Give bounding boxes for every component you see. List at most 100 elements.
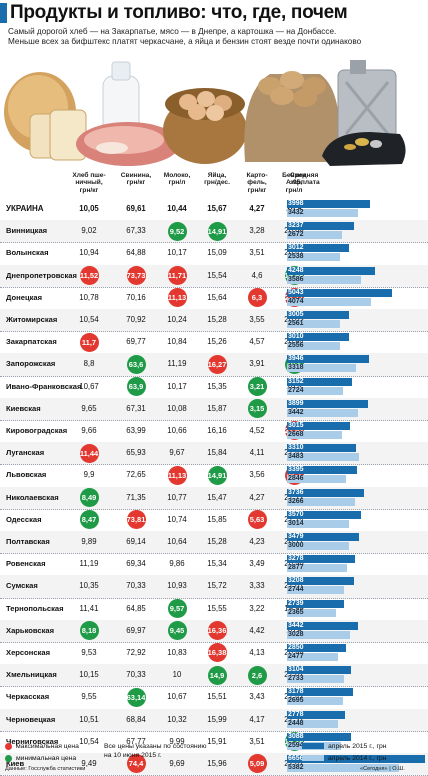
- cell-eggs: 15,51: [195, 686, 239, 708]
- value-milk: 9,57: [167, 599, 187, 619]
- value-eggs: 15,47: [207, 492, 227, 502]
- salary-2014-bar: [287, 630, 350, 639]
- value-petrol: 21,01: [284, 670, 304, 679]
- salary-2015-value: 6656: [288, 755, 304, 762]
- cell-petrol: 21,32: [276, 709, 312, 731]
- cell-milk: 10,83: [158, 642, 196, 664]
- salary-2015-bar: [287, 200, 370, 208]
- cell-bread: 11,41: [66, 598, 112, 620]
- salary-2015-value: 3208: [288, 577, 304, 585]
- cell-pork: 70,92: [112, 309, 160, 331]
- salary-2015-value: 3479: [288, 533, 304, 540]
- value-bread: 11,19: [79, 559, 99, 569]
- salary-2014-bar: [287, 431, 342, 439]
- salary-2014-value: 3266: [288, 497, 304, 505]
- region-name: Одесская: [6, 514, 42, 524]
- table-row: Полтавская 9,89 69,14 10,64 15,28 4,23 20,1734…: [0, 531, 428, 555]
- salary-bars: 3946 3318: [287, 353, 427, 375]
- salary-2015-value: 2778: [288, 710, 304, 718]
- value-milk: 10,44: [167, 204, 187, 213]
- value-potato: 3,56: [249, 470, 265, 480]
- cell-potato: 4,6: [237, 265, 277, 287]
- cell-eggs: 15,34: [195, 553, 239, 575]
- cell-pork: 72,92: [112, 642, 160, 664]
- salary-2015-value: 3012: [288, 244, 304, 252]
- cell-potato-max-price: 5,63: [237, 509, 277, 531]
- cell-pork: 69,34: [112, 553, 160, 575]
- value-bread: 9,66: [81, 426, 97, 435]
- salary-2014-value: 2448: [288, 719, 304, 727]
- salary-2015-bar: [287, 399, 368, 408]
- value-pork: 69,34: [126, 559, 146, 569]
- salary-2015-bar: [287, 288, 392, 297]
- date-note-line-1: Все цены указаны по состоянию: [104, 743, 207, 750]
- cell-milk: 9,99: [158, 731, 196, 753]
- salary-bars: 3570 3014: [287, 509, 427, 531]
- region-name: Черниговская: [6, 736, 59, 746]
- page-title: Продукты и топливо: что, где, почем: [10, 2, 348, 23]
- value-potato: 4,57: [249, 337, 265, 347]
- cell-milk: 10,24: [158, 309, 196, 331]
- value-bread: 11,52: [79, 266, 99, 286]
- region-name: Харьковская: [6, 625, 55, 635]
- cell-pork: 69,97: [112, 620, 160, 642]
- legend-max-label: максимальная цена: [16, 743, 79, 750]
- value-milk: 10,66: [167, 426, 187, 435]
- table-row: Житомирская 10,54 70,92 10,24 15,28 3,55 20,03…: [0, 309, 428, 333]
- cell-eggs: 15,72: [195, 575, 239, 597]
- salary-2015-bar: [287, 533, 359, 541]
- table-row: УКРАИНА10,0569,6110,4415,674,2720,939983…: [0, 198, 428, 222]
- value-bread: 10,51: [79, 714, 99, 724]
- salary-2014-bar: [287, 364, 356, 373]
- cell-pork-min-price: 63,6: [112, 353, 160, 375]
- salary-2015-value: 3015: [288, 422, 304, 429]
- salary-2014-value: 2744: [288, 586, 304, 594]
- value-bread: 8,8: [83, 359, 95, 369]
- salary-2014-value: 2724: [288, 386, 304, 394]
- salary-2015-value: 5043: [288, 288, 304, 296]
- cell-petrol: 21,24: [276, 509, 312, 531]
- cell-potato: 3,51: [237, 731, 277, 753]
- value-petrol: 20,56: [284, 559, 304, 568]
- value-pork: 72,65: [126, 470, 146, 480]
- salary-2014-value: 2477: [288, 653, 304, 660]
- pork-image: [76, 122, 180, 166]
- value-potato: 3,15: [247, 399, 267, 419]
- salary-bars: 2739 2365: [287, 598, 427, 620]
- region-name: Ивано-Франковская: [6, 381, 82, 391]
- cell-potato: 3,22: [237, 598, 277, 620]
- value-milk: 10,74: [167, 514, 187, 524]
- cell-potato-min-price: 2,6: [237, 664, 277, 686]
- cell-eggs: 15,28: [195, 531, 239, 553]
- salary-2014-value: 2556: [288, 342, 304, 350]
- cell-eggs: 15,54: [195, 265, 239, 287]
- cell-pork: 68,84: [112, 709, 160, 731]
- bread-image: [4, 72, 87, 161]
- salary-2015-value: 2739: [288, 599, 304, 607]
- value-petrol: 21,01: [284, 581, 304, 590]
- salary-bars: 3010 2556: [287, 331, 427, 353]
- value-pork: 74,4: [126, 754, 146, 774]
- salary-2015-value: 3570: [288, 510, 304, 518]
- table-row: Луганская 11,44 65,93 9,67 15,84 4,11 21,47331…: [0, 442, 428, 466]
- salary-2014-value: 2695: [288, 697, 304, 705]
- cell-bread: 10,94: [66, 242, 112, 264]
- value-potato: 4,17: [249, 714, 265, 724]
- value-pork: 70,33: [126, 670, 146, 680]
- table-row: Киевская 9,65 67,31 10,08 15,87 3,15 213899344…: [0, 397, 428, 421]
- value-eggs: 15,51: [207, 692, 227, 702]
- value-eggs: 16,38: [207, 643, 227, 663]
- value-petrol: 19,99: [284, 604, 304, 613]
- salary-2014-bar: [287, 719, 338, 728]
- value-bread: 10,15: [79, 670, 99, 680]
- salary-bars: 3899 3442: [287, 398, 427, 420]
- value-petrol: 21,42: [284, 692, 304, 701]
- cell-eggs: 15,64: [195, 287, 239, 309]
- value-eggs: 15,99: [207, 714, 227, 724]
- salary-bars: 2778 2448: [287, 709, 427, 731]
- value-potato: 4,27: [249, 204, 265, 213]
- value-milk: 10,17: [167, 381, 187, 391]
- salary-2015-bar: [287, 688, 353, 697]
- cell-eggs: 15,09: [195, 242, 239, 264]
- salary-2014-bar: [287, 231, 342, 240]
